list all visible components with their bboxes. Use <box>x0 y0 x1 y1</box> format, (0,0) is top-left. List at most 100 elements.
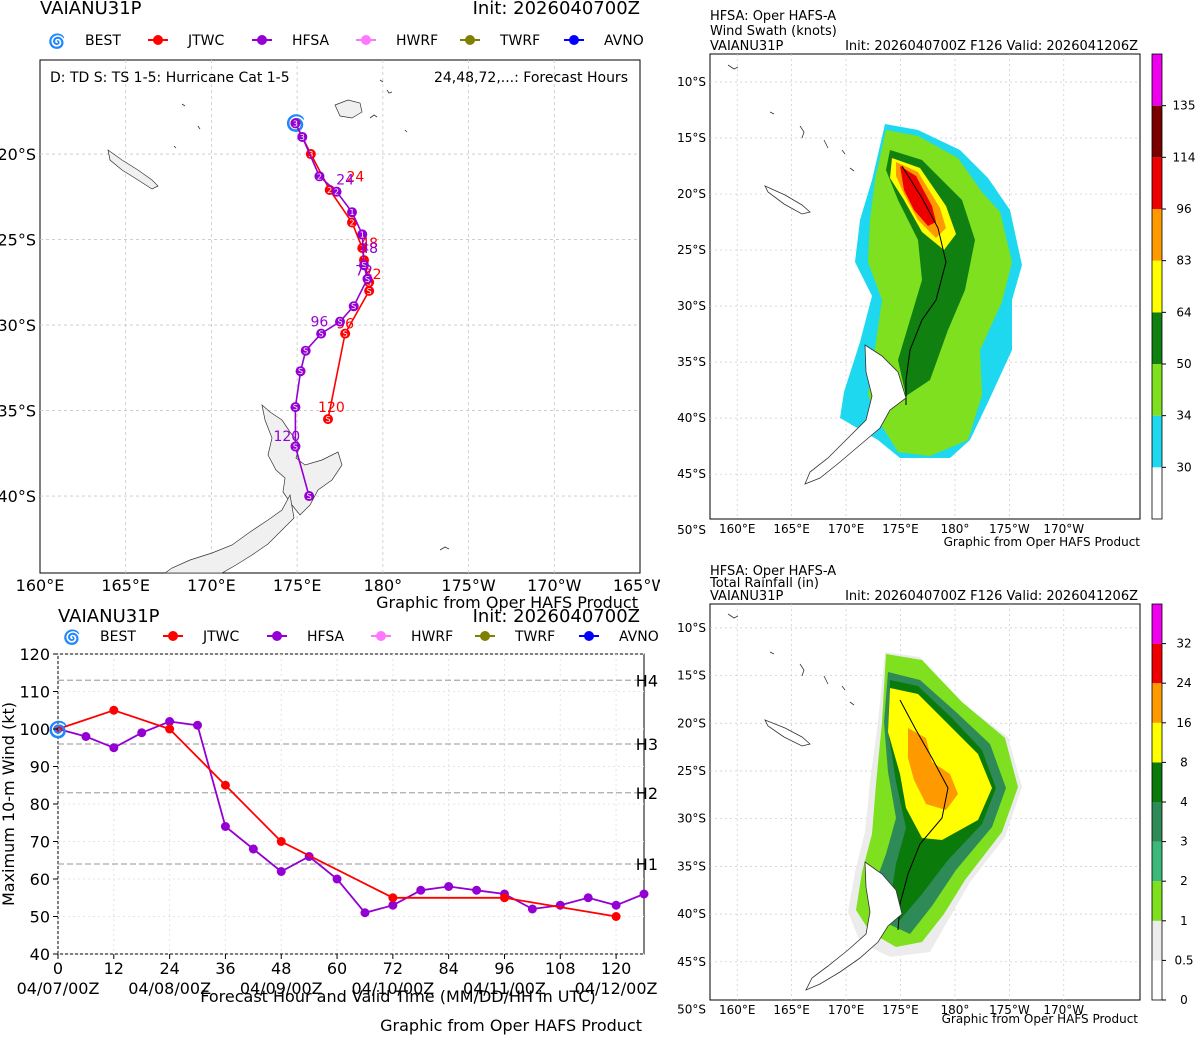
colorbar-label: 0 <box>1180 993 1188 1007</box>
track-lines: 🌀332211SSSS24487296120332211SSSSSSSSSS24… <box>273 113 381 502</box>
lon-tick-label: 175°E <box>273 576 322 595</box>
colorbar-label: 50 <box>1176 357 1191 371</box>
hurricane-icon: 🌀 <box>63 628 80 646</box>
colorbar-label: 30 <box>1176 460 1191 474</box>
track-hfsa <box>294 122 369 497</box>
swath-small-islands <box>727 64 855 172</box>
legend-label: HWRF <box>411 629 453 645</box>
swath-colorbar: 30 34 50 64 83 96 114 135 <box>1151 53 1195 520</box>
track-point-category: 2 <box>317 172 322 181</box>
intensity-point-hfsa <box>611 900 621 910</box>
lon-tick-label: 175°W <box>989 1003 1030 1017</box>
intensity-panel: VAIANU31P Init: 2026040700Z 🌀 BEST JTWC HFS… <box>0 606 659 1035</box>
legend-label: HFSA <box>307 629 344 645</box>
legend-item-hwrf: HWRF <box>371 629 453 645</box>
rain-credit: Graphic from Oper HAFS Product <box>942 1012 1139 1026</box>
legend-label: BEST <box>85 33 121 49</box>
date-tick-label: 04/08/00Z <box>128 979 211 998</box>
colorbar-label: 96 <box>1176 202 1191 216</box>
lat-tick-label: 40°S <box>677 411 706 425</box>
swath-line1: HFSA: Oper HAFS-A <box>710 9 836 24</box>
category-label: H2 <box>636 784 658 803</box>
lon-tick-label: 170°W <box>1043 522 1084 536</box>
colorbar-swatch <box>1152 260 1162 313</box>
track-point-hfsa <box>331 186 342 197</box>
lon-tick-label: 175°E <box>882 1003 919 1017</box>
intensity-y-label: Maximum 10-m Wind (kt) <box>0 702 18 906</box>
track-hour-label: 24 <box>336 173 354 189</box>
lon-tick-label: 180° <box>940 522 969 536</box>
lat-tick-label: 45°S <box>677 467 706 481</box>
rain-16in <box>908 728 958 810</box>
y-tick-label: 60 <box>30 870 50 889</box>
intensity-point-hfsa <box>583 893 593 903</box>
y-tick-label: 100 <box>19 720 50 739</box>
colorbar-swatch <box>1152 960 1162 1000</box>
lat-tick-label: 40°S <box>677 907 706 921</box>
legend-label: TWRF <box>514 629 555 645</box>
lon-tick-label: 165°E <box>773 522 810 536</box>
legend-label: AVNO <box>619 629 659 645</box>
lon-tick-label: 165°E <box>773 1003 810 1017</box>
legend-label: JTWC <box>187 33 225 49</box>
track-point-category: 3 <box>308 150 313 159</box>
colorbar-swatch <box>1152 920 1162 961</box>
lat-tick-label: 10°S <box>677 621 706 635</box>
lat-tick-label: 50°S <box>677 1003 706 1017</box>
track-point-hfsa <box>357 229 368 240</box>
y-tick-label: 50 <box>30 908 50 927</box>
track-hour-label: 48 <box>360 241 378 257</box>
hurricane-icon: 🌀 <box>48 32 65 50</box>
intensity-point-jtwc <box>388 893 398 903</box>
lat-tick-label: 25°S <box>0 231 36 250</box>
track-key-right: 24,48,72,...: Forecast Hours <box>434 70 628 86</box>
legend-item-best: 🌀 BEST <box>63 628 136 646</box>
colorbar-label: 1 <box>1180 914 1188 928</box>
intensity-point-jtwc <box>165 724 175 734</box>
track-init: Init: 2026040700Z <box>473 0 640 19</box>
intensity-point-hfsa <box>639 889 649 899</box>
lat-tick-label: 40°S <box>0 487 36 506</box>
intensity-init: Init: 2026040700Z <box>473 606 640 627</box>
lat-tick-label: 20°S <box>0 145 36 164</box>
track-storm-name: VAIANU31P <box>40 0 142 19</box>
track-point-category: S <box>298 367 303 376</box>
colorbar-swatch <box>1152 415 1162 468</box>
swath-96kt <box>900 166 936 226</box>
track-point-hfsa <box>335 316 345 327</box>
legend-marker <box>376 631 386 641</box>
track-map-frame: 🌀332211SSSS24487296120332211SSSSSSSSSS24… <box>39 59 641 574</box>
swath-storm: VAIANU31P <box>710 39 783 54</box>
legend-item-avno: AVNO <box>564 33 644 49</box>
track-hour-label: 120 <box>273 429 300 445</box>
rain-new-caledonia-land <box>764 719 811 747</box>
category-label: H4 <box>636 671 658 690</box>
legend-marker <box>168 631 178 641</box>
intensity-point-jtwc <box>276 837 286 846</box>
date-tick-label: 04/11/00Z <box>463 979 546 998</box>
colorbar-label: 83 <box>1176 254 1191 268</box>
wind-swath-panel: HFSA: Oper HAFS-A Wind Swath (knots) VAI… <box>677 9 1195 549</box>
south-island-land <box>163 493 295 574</box>
swath-50kt <box>886 150 975 396</box>
intensity-point-hfsa <box>165 717 175 726</box>
intensity-point-hfsa <box>388 900 398 910</box>
swath-nz-land <box>804 344 907 485</box>
legend-label: TWRF <box>499 33 540 49</box>
legend-label: JTWC <box>202 629 240 645</box>
lat-tick-label: 20°S <box>677 187 706 201</box>
track-axis-ticks: 160°E 165°E 170°E 175°E 180° 175°W 170°W 165°W 2… <box>0 145 660 595</box>
date-tick-label: 04/12/00Z <box>575 979 658 998</box>
intensity-point-hfsa <box>193 720 203 730</box>
colorbar-swatch <box>1152 364 1162 416</box>
date-tick-label: 04/07/00Z <box>17 979 100 998</box>
track-hour-label: 96 <box>311 315 329 331</box>
intensity-point-hfsa <box>527 904 537 914</box>
lon-tick-label: 175°W <box>989 522 1030 536</box>
legend-marker <box>361 35 371 45</box>
colorbar-swatch <box>1152 802 1162 842</box>
swath-new-caledonia-land <box>764 185 811 215</box>
rain-nz-land <box>805 861 903 991</box>
colorbar-swatch <box>1152 604 1162 644</box>
colorbar-swatch <box>1152 722 1162 763</box>
